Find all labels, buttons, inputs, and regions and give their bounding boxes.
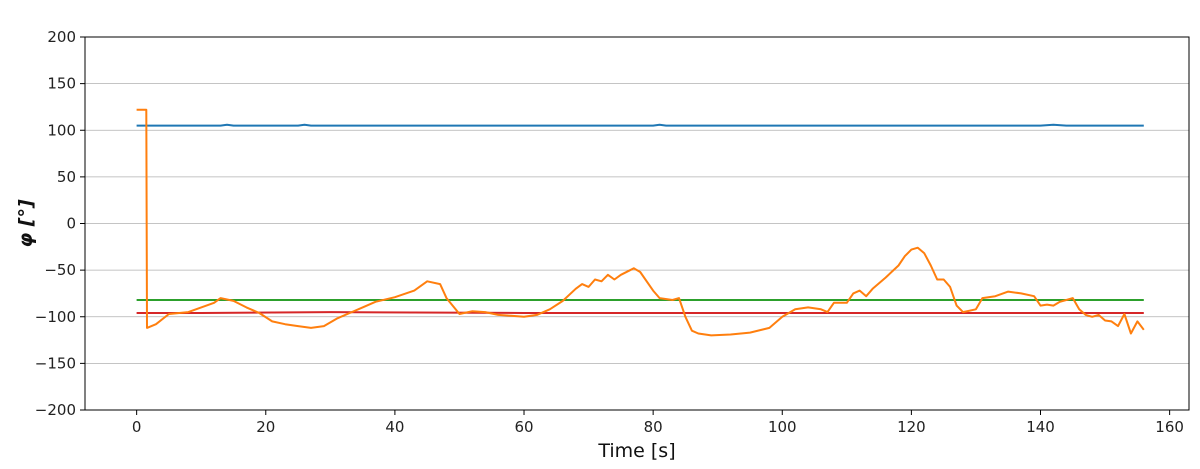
x-tick-label: 80 [644, 418, 663, 436]
x-tick-label: 100 [768, 418, 797, 436]
y-tick-label: −200 [35, 401, 76, 419]
y-tick-label: −100 [35, 308, 76, 326]
x-tick-label: 0 [132, 418, 142, 436]
y-tick-label: 200 [47, 28, 76, 46]
gridlines [85, 36, 1189, 411]
y-tick-label: 50 [57, 168, 76, 186]
tick-labels: −200 −150 −100 −50 0 50 100 150 200 0 20 40 60 80 100 1… [35, 28, 1184, 436]
x-axis-label: Time [s] [597, 440, 675, 462]
x-tick-label: 120 [897, 418, 926, 436]
series-line-blue [136, 123, 1144, 127]
y-axis-label: φ [°] [15, 199, 37, 248]
y-tick-label: 100 [47, 121, 76, 139]
series-line-red [136, 311, 1144, 314]
x-tick-label: 140 [1026, 418, 1055, 436]
x-tick-label: 60 [514, 418, 533, 436]
x-tick-label: 160 [1155, 418, 1184, 436]
y-tick-label: 0 [66, 215, 76, 233]
series-lines [136, 108, 1145, 337]
y-tick-label: 150 [47, 75, 76, 93]
series-line-orange [136, 108, 1145, 337]
x-tick-label: 20 [256, 418, 275, 436]
x-tick-label: 40 [385, 418, 404, 436]
y-tick-label: −50 [44, 261, 76, 279]
y-tick-label: −150 [35, 354, 76, 372]
axis-ticks [80, 36, 1171, 415]
